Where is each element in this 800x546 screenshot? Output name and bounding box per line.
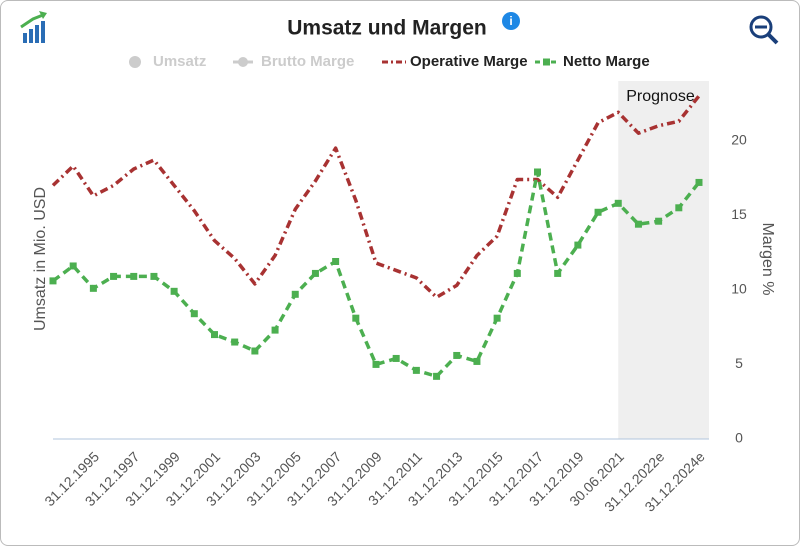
data-point [675, 204, 683, 212]
data-point [332, 257, 340, 265]
legend-symbol [543, 58, 550, 66]
series-line [51, 170, 701, 379]
y-tick-label: 10 [731, 281, 747, 297]
legend-label: Operative Marge [410, 53, 528, 70]
data-point [412, 366, 420, 374]
data-point [231, 338, 239, 346]
app-icon[interactable] [20, 11, 47, 43]
zoom-out-button[interactable] [749, 15, 779, 45]
data-point [372, 360, 380, 368]
data-point [170, 287, 178, 295]
data-point [614, 199, 622, 207]
data-point [251, 347, 259, 355]
svg-text:i: i [509, 14, 512, 28]
data-point [311, 269, 319, 277]
data-point [493, 314, 501, 322]
legend-item[interactable]: Umsatz [129, 53, 206, 70]
legend-label: Umsatz [153, 53, 206, 70]
data-point [453, 351, 461, 359]
legend-symbol [129, 56, 141, 68]
series-line [51, 94, 701, 300]
data-point [211, 331, 218, 339]
legend-symbol [238, 57, 248, 67]
forecast-label: Prognose [626, 88, 695, 105]
y-tick-label: 0 [735, 430, 743, 446]
data-point [574, 241, 582, 249]
data-point [190, 310, 198, 318]
y-tick-label: 20 [731, 131, 747, 147]
legend-label: Brutto Marge [261, 53, 354, 70]
data-point [352, 314, 360, 322]
data-point [513, 269, 521, 277]
legend-item[interactable]: Brutto Marge [233, 53, 354, 70]
data-point [634, 220, 642, 228]
info-icon[interactable]: i [502, 12, 520, 30]
y-axis-label-left: Umsatz in Mio. USD [32, 187, 49, 331]
data-point [655, 217, 663, 225]
legend-label: Netto Marge [563, 53, 650, 70]
data-point [291, 290, 299, 298]
data-point [150, 272, 158, 280]
data-point [554, 269, 562, 277]
data-point [271, 326, 279, 334]
data-point [392, 354, 400, 362]
data-point [695, 178, 703, 186]
data-point [433, 372, 441, 380]
data-point [594, 208, 602, 216]
legend-item[interactable]: Netto Marge [535, 53, 650, 70]
data-point [130, 272, 138, 280]
data-point [110, 272, 118, 280]
data-point [473, 357, 481, 365]
data-point [69, 262, 77, 270]
data-point [534, 168, 541, 176]
y-tick-label: 5 [735, 355, 743, 371]
y-tick-label: 15 [731, 206, 747, 222]
data-point [49, 277, 57, 285]
data-point [89, 284, 97, 292]
legend-item[interactable]: Operative Marge [382, 53, 528, 70]
forecast-band [618, 81, 709, 439]
y-axis-label: Margen % [759, 223, 776, 296]
chart-title: Umsatz und Margen [287, 17, 487, 40]
